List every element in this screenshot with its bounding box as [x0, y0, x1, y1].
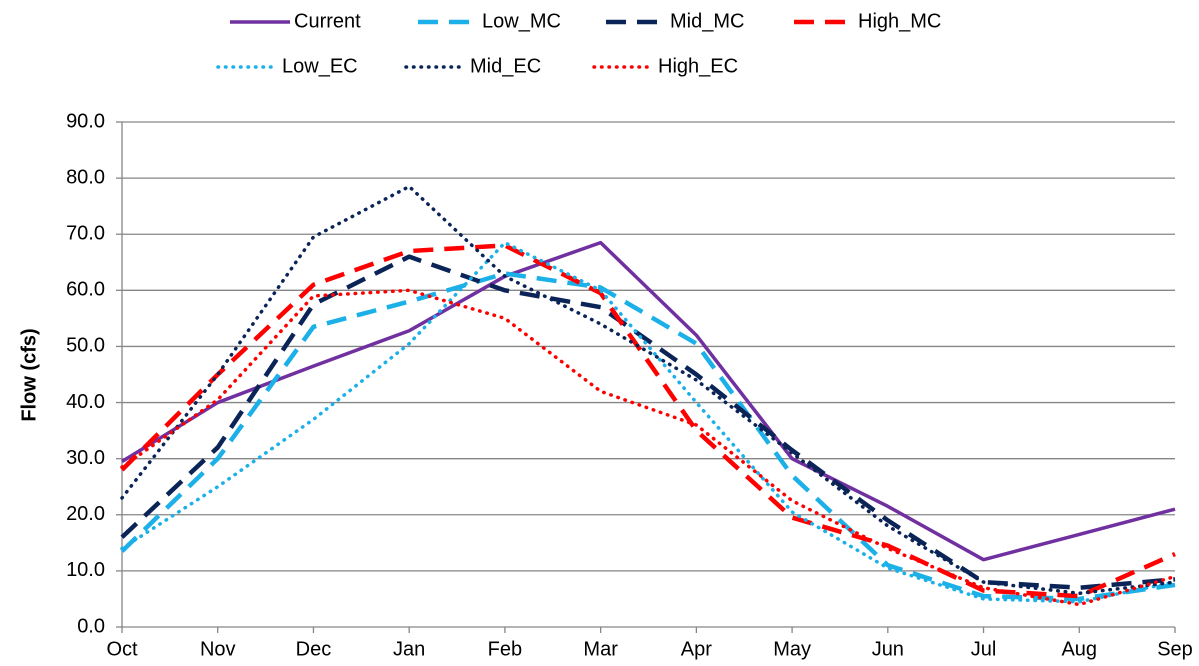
- series-line: [120, 243, 1176, 599]
- legend-label: High_EC: [658, 55, 738, 77]
- x-tick-label: Apr: [681, 638, 712, 660]
- legend-label: Low_EC: [282, 55, 358, 77]
- legend-label: Current: [294, 10, 361, 32]
- x-tick-label: Mar: [583, 638, 618, 660]
- x-tick-label: Aug: [1061, 638, 1097, 660]
- y-tick-label: 30.0: [66, 447, 105, 469]
- y-tick-label: 90.0: [66, 110, 105, 132]
- y-tick-label: 60.0: [66, 279, 105, 301]
- y-axis-label: Flow (cfs): [18, 328, 40, 421]
- x-tick-label: Oct: [106, 638, 138, 660]
- y-tick-label: 40.0: [66, 391, 105, 413]
- y-tick-label: 0.0: [77, 615, 105, 637]
- x-tick-label: Sep: [1157, 638, 1193, 660]
- legend-label: Mid_MC: [670, 10, 744, 32]
- x-tick-label: Jun: [872, 638, 904, 660]
- x-tick-label: Dec: [296, 638, 332, 660]
- y-tick-label: 10.0: [66, 559, 105, 581]
- x-tick-label: Jul: [971, 638, 997, 660]
- x-tick-label: Jan: [393, 638, 425, 660]
- y-tick-label: 50.0: [66, 335, 105, 357]
- legend-label: Low_MC: [482, 10, 561, 32]
- x-tick-label: May: [773, 638, 811, 660]
- legend-label: Mid_EC: [470, 55, 541, 77]
- y-tick-label: 80.0: [66, 166, 105, 188]
- series-line: [121, 240, 1176, 562]
- series-line: [120, 288, 1177, 607]
- legend-label: High_MC: [858, 10, 941, 32]
- series-line: [120, 254, 1176, 590]
- y-tick-label: 70.0: [66, 223, 105, 245]
- y-tick-label: 20.0: [66, 503, 105, 525]
- x-tick-label: Nov: [200, 638, 236, 660]
- series-line: [120, 184, 1177, 596]
- x-tick-label: Feb: [488, 638, 522, 660]
- series-line: [120, 240, 1177, 604]
